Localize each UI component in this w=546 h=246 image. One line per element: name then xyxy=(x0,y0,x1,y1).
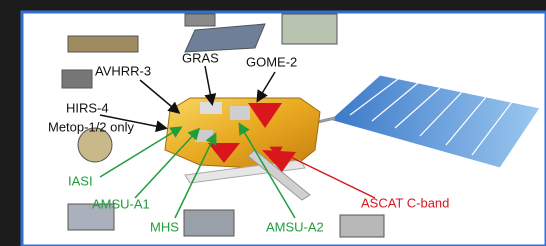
label: GRAS xyxy=(182,50,219,65)
label: MHS xyxy=(150,219,179,234)
label: Metop-1/2 only xyxy=(48,119,134,134)
label: IASI xyxy=(68,173,93,188)
page: GRAS GOME-2 AVHRR-3 HIRS-4 Metop-1/2 onl… xyxy=(0,0,546,246)
diagram: GRAS GOME-2 AVHRR-3 HIRS-4 Metop-1/2 onl… xyxy=(0,0,546,246)
label: HIRS-4 xyxy=(66,100,109,115)
label: AMSU-A1 xyxy=(92,196,150,211)
label: AVHRR-3 xyxy=(95,63,151,78)
label: ASCAT C-band xyxy=(361,195,449,210)
label: GOME-2 xyxy=(246,54,297,69)
label: AMSU-A2 xyxy=(266,219,324,234)
